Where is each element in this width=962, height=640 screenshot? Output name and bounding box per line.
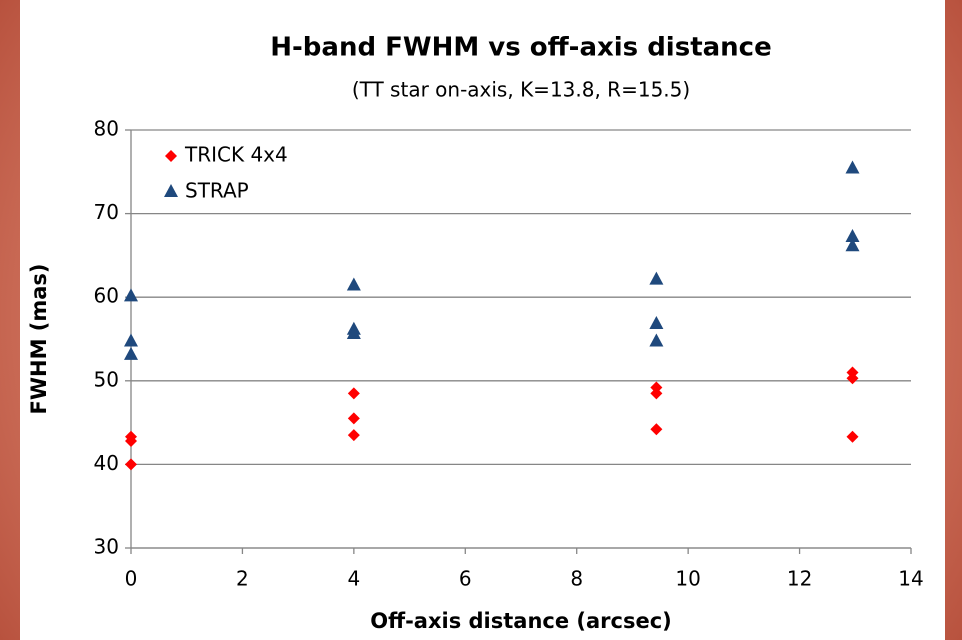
chart-title: H-band FWHM vs off-axis distance	[270, 33, 771, 63]
x-axis-label: Off-axis distance (arcsec)	[370, 609, 672, 633]
y-tick-label: 70	[94, 200, 119, 224]
y-tick-label: 40	[94, 451, 119, 475]
marker-triangle	[649, 271, 664, 285]
marker-triangle	[124, 346, 138, 360]
marker-diamond	[165, 150, 177, 162]
y-axis-label: FWHM (mas)	[27, 263, 51, 414]
y-tick-label: 60	[94, 284, 119, 308]
marker-triangle	[649, 333, 664, 347]
marker-diamond	[125, 458, 137, 471]
legend-label: STRAP	[185, 179, 249, 203]
x-tick-label: 0	[125, 567, 138, 591]
marker-diamond	[846, 372, 859, 385]
chart-area	[20, 0, 945, 640]
marker-triangle	[164, 184, 178, 197]
marker-triangle	[346, 277, 361, 291]
marker-triangle	[845, 160, 860, 174]
x-tick-label: 2	[236, 567, 249, 591]
marker-diamond	[650, 387, 663, 400]
chart-subtitle: (TT star on-axis, K=13.8, R=15.5)	[352, 78, 690, 102]
marker-diamond	[846, 430, 859, 443]
marker-diamond	[125, 434, 137, 447]
y-tick-label: 50	[94, 367, 119, 391]
marker-triangle	[346, 325, 361, 339]
x-tick-label: 10	[675, 567, 700, 591]
x-tick-label: 14	[898, 567, 923, 591]
marker-diamond	[347, 429, 360, 442]
x-tick-label: 8	[570, 567, 583, 591]
marker-triangle	[124, 333, 138, 347]
marker-triangle	[124, 288, 138, 302]
marker-triangle	[649, 315, 664, 329]
y-tick-label: 30	[94, 535, 119, 559]
marker-diamond	[650, 423, 663, 436]
marker-triangle	[845, 229, 860, 243]
x-tick-label: 6	[459, 567, 472, 591]
x-tick-label: 4	[347, 567, 360, 591]
marker-diamond	[347, 387, 360, 400]
marker-diamond	[347, 412, 360, 425]
x-tick-label: 12	[787, 567, 812, 591]
legend-label: TRICK 4x4	[184, 143, 288, 167]
marker-triangle	[845, 238, 860, 252]
y-tick-label: 80	[94, 117, 119, 141]
